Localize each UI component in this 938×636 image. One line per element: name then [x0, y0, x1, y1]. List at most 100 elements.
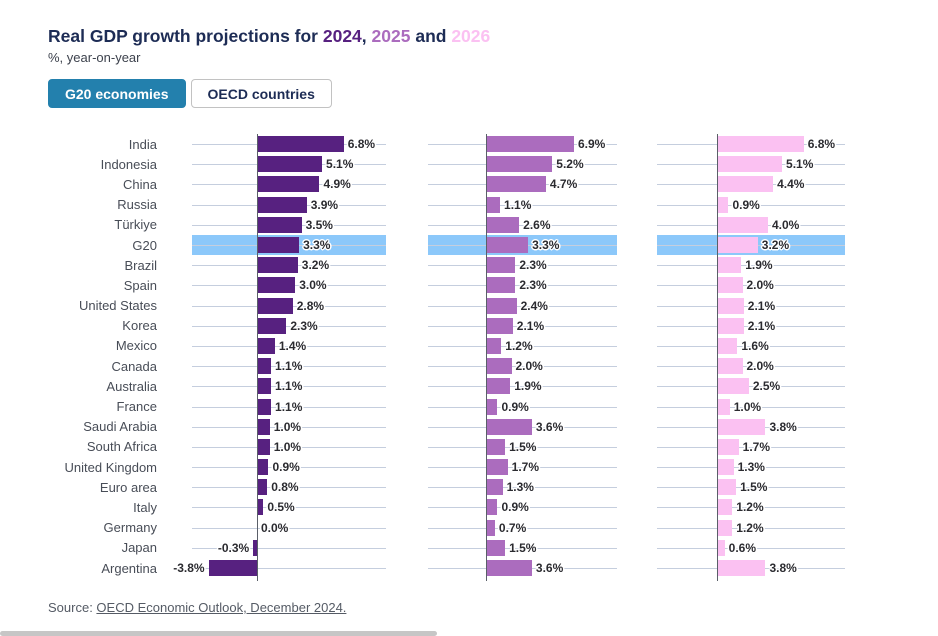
bar-2026 [717, 539, 725, 556]
value-label: 4.9% [323, 177, 351, 192]
panel-2026: 1.7% [657, 437, 845, 457]
chart-row: Korea 2.3% 2.1% 2.1% [48, 316, 848, 336]
row-gridline [428, 467, 617, 469]
panel-2026: 6.8% [657, 134, 845, 154]
panel-2026: 1.6% [657, 336, 845, 356]
bar-2025 [486, 358, 512, 375]
bar-2025 [486, 317, 513, 334]
chart-row: Germany 0.0% 0.7% 1.2% [48, 518, 848, 538]
row-gridline [428, 446, 617, 448]
country-label: Türkiye [114, 217, 157, 233]
bar-2024 [257, 216, 302, 233]
panel-2024: 1.1% [192, 376, 386, 396]
bar-2024 [257, 337, 275, 354]
chart-row: Japan -0.3% 1.5% 0.6% [48, 538, 848, 558]
panel-2024: 3.0% [192, 275, 386, 295]
row-gridline [192, 325, 386, 327]
source-link[interactable]: OECD Economic Outlook, December 2024. [96, 600, 347, 616]
zero-axis-2026 [717, 134, 718, 582]
panel-2025: 2.0% [428, 356, 617, 376]
horizontal-scrollbar-thumb[interactable] [0, 631, 437, 636]
bar-2025 [486, 196, 501, 213]
bar-2026 [717, 317, 744, 334]
value-label: 1.7% [511, 460, 540, 475]
panel-2025: 0.7% [428, 518, 617, 538]
bar-2025 [486, 560, 532, 577]
value-label: 4.7% [549, 177, 578, 192]
row-gridline [192, 467, 386, 469]
source-prefix: Source: [48, 600, 97, 616]
panel-2025: 5.2% [428, 154, 617, 174]
chart-row: Saudi Arabia 1.0% 3.6% 3.8% [48, 417, 848, 437]
value-label: 3.5% [305, 217, 333, 232]
oecd-countries-button[interactable]: OECD countries [190, 79, 332, 108]
title-year-2024: 2024 [322, 26, 362, 46]
row-gridline [657, 265, 845, 267]
panel-2025: 2.4% [428, 296, 617, 316]
panel-2024: 3.3% [192, 234, 386, 256]
panel-2026: 0.6% [657, 538, 845, 558]
value-label: 1.2% [505, 338, 533, 353]
row-gridline [657, 305, 845, 307]
value-label: 0.9% [501, 500, 529, 515]
bar-2024 [257, 237, 300, 254]
chart-row: Spain 3.0% 2.3% 2.0% [48, 275, 848, 295]
panel-2026: 4.0% [657, 215, 845, 235]
bar-2025 [486, 136, 574, 153]
row-gridline [657, 547, 845, 549]
bar-2024 [257, 257, 298, 274]
panel-2025: 1.5% [428, 437, 617, 457]
bar-2025 [486, 459, 508, 476]
chart-row: Canada 1.1% 2.0% 2.0% [48, 356, 848, 376]
country-label: United States [78, 298, 157, 314]
value-label: 2.1% [747, 318, 776, 333]
value-label: 3.9% [310, 197, 339, 212]
panel-2025: 1.1% [428, 195, 617, 215]
bar-2024 [257, 196, 307, 213]
value-label: 0.7% [498, 520, 527, 535]
bar-2026 [717, 277, 743, 294]
bar-2024 [257, 136, 344, 153]
panel-2025: 1.3% [428, 477, 617, 497]
value-label: 3.2% [301, 258, 330, 273]
bar-2024 [253, 539, 257, 556]
bar-2024 [257, 459, 269, 476]
panel-2024: 3.9% [192, 195, 386, 215]
country-label: Germany [103, 520, 157, 536]
value-label: 3.3% [303, 238, 331, 253]
panel-2026: 1.2% [657, 497, 845, 517]
panel-2024: -3.8% [173, 558, 386, 578]
row-gridline [192, 345, 386, 347]
panel-2026: 1.0% [657, 396, 845, 416]
bar-2026 [717, 297, 744, 314]
bar-2026 [717, 519, 733, 536]
chart-row: Türkiye 3.5% 2.6% 4.0% [48, 215, 848, 235]
country-label: Argentina [101, 560, 157, 576]
chart-row: Euro area 0.8% 1.3% 1.5% [48, 477, 848, 497]
value-label: 1.1% [275, 359, 303, 374]
panel-2025: 2.1% [428, 316, 617, 336]
panel-2024: 0.5% [192, 497, 386, 517]
country-label: United Kingdom [64, 459, 158, 475]
panel-2026: 2.0% [657, 275, 845, 295]
value-label: 1.1% [275, 399, 303, 414]
chart-row: Argentina -3.8% 3.6% 3.8% [48, 558, 848, 578]
g20-economies-button[interactable]: G20 economies [48, 79, 186, 108]
row-gridline [428, 305, 617, 307]
row-gridline [657, 507, 845, 509]
country-label: Japan [121, 540, 157, 556]
value-label: 1.0% [273, 439, 302, 454]
panel-2024: 1.1% [192, 396, 386, 416]
row-gridline [657, 204, 845, 206]
value-label: 6.9% [577, 137, 606, 152]
chart-row: France 1.1% 0.9% 1.0% [48, 396, 848, 416]
row-gridline [657, 446, 845, 448]
row-gridline [428, 265, 617, 267]
country-label: South Africa [86, 439, 157, 455]
row-gridline [657, 325, 845, 327]
chart-row: Mexico 1.4% 1.2% 1.6% [48, 336, 848, 356]
panel-2026: 3.8% [657, 558, 845, 578]
bar-2026 [717, 237, 758, 254]
value-label: 1.0% [733, 399, 762, 414]
panel-2024: 1.4% [192, 336, 386, 356]
